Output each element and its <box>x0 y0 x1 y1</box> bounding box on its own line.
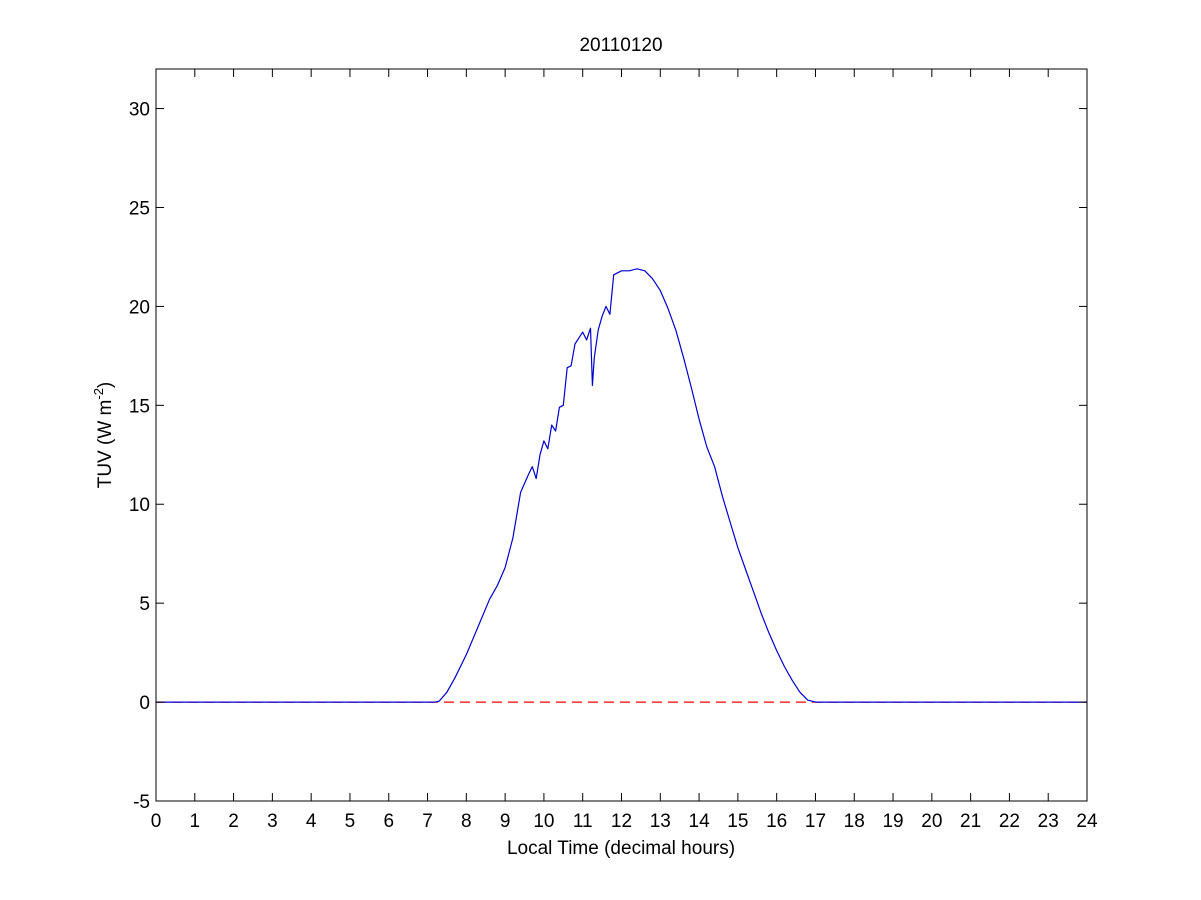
x-tick-label: 19 <box>882 811 903 832</box>
y-axis-label-suffix: ) <box>95 382 116 388</box>
y-axis: -5 0 5 10 15 20 25 30 <box>129 100 1087 813</box>
y-tick-label: 10 <box>129 495 150 516</box>
x-tick-label: 5 <box>345 811 356 832</box>
x-tick-label: 6 <box>383 811 394 832</box>
plot-area <box>155 68 1088 802</box>
x-tick-label: 4 <box>306 811 317 832</box>
x-tick-label: 10 <box>533 811 554 832</box>
x-tick-label: 9 <box>500 811 511 832</box>
y-tick-label: 5 <box>139 594 150 615</box>
x-tick-label: 8 <box>461 811 472 832</box>
x-tick-label: 2 <box>228 811 239 832</box>
x-tick-label: 18 <box>844 811 865 832</box>
x-tick-label: 12 <box>611 811 632 832</box>
x-tick-label: 0 <box>151 811 162 832</box>
y-tick-label: 0 <box>139 693 150 714</box>
x-tick-label: 1 <box>190 811 201 832</box>
x-tick-label: 13 <box>650 811 671 832</box>
y-axis-label-prefix: TUV (W m <box>95 400 116 489</box>
x-axis: 0 1 2 3 4 5 6 7 8 9 10 11 12 13 14 15 16 17 18 19 20 21 22 23 24 <box>151 69 1098 832</box>
x-tick-label: 15 <box>727 811 748 832</box>
x-tick-label: 24 <box>1076 811 1098 832</box>
y-axis-label-superscript: -2 <box>91 388 106 400</box>
x-tick-label: 23 <box>1038 811 1059 832</box>
tuv-series-line <box>156 268 1087 703</box>
x-tick-label: 3 <box>267 811 278 832</box>
y-tick-label: 15 <box>129 396 150 417</box>
x-tick-label: 16 <box>766 811 787 832</box>
y-tick-label: 25 <box>129 198 150 219</box>
x-tick-label: 22 <box>999 811 1020 832</box>
x-tick-label: 17 <box>805 811 826 832</box>
chart-title: 20110120 <box>579 35 662 56</box>
x-tick-label: 11 <box>573 811 593 832</box>
y-axis-label: TUV (W m-2) <box>91 382 116 489</box>
y-tick-label: 30 <box>129 100 150 121</box>
y-tick-label: -5 <box>133 792 150 813</box>
x-tick-label: 20 <box>921 811 942 832</box>
x-tick-label: 21 <box>960 811 981 832</box>
x-tick-label: 7 <box>422 811 433 832</box>
y-tick-label: 20 <box>129 297 150 318</box>
x-tick-label: 14 <box>689 811 711 832</box>
data-layer <box>156 268 1087 703</box>
x-axis-label: Local Time (decimal hours) <box>507 838 735 859</box>
